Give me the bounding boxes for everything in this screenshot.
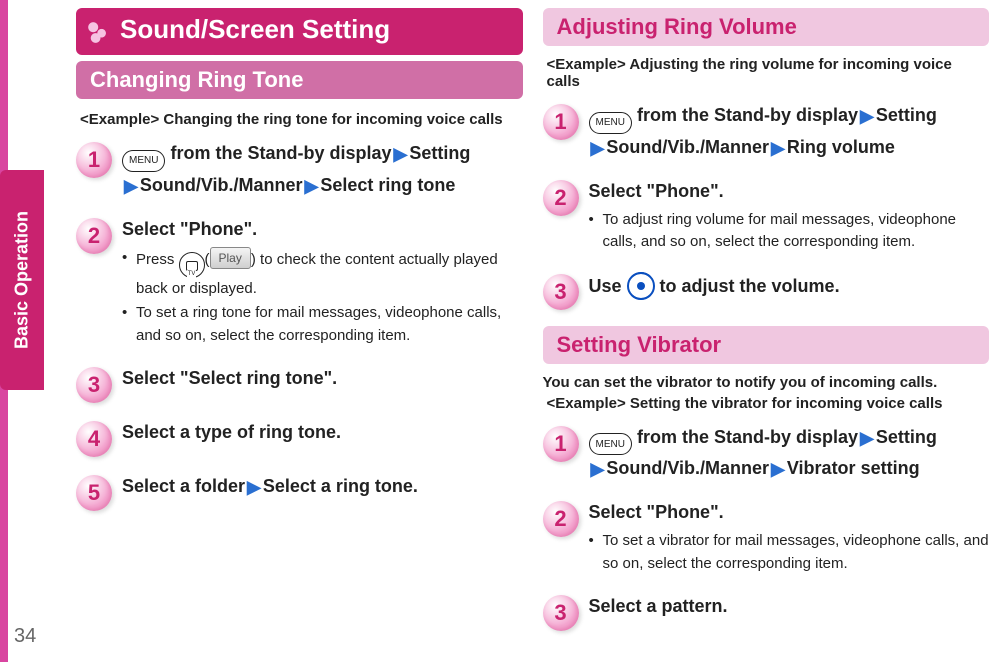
step-row: 5 Select a folder▶Select a ring tone. — [76, 473, 523, 511]
step-text: Select "Phone". — [122, 219, 257, 239]
step-row: 4 Select a type of ring tone. — [76, 419, 523, 457]
step-text: from the Stand-by display — [637, 427, 858, 447]
step-number: 5 — [76, 475, 112, 511]
arrow-icon: ▶ — [591, 138, 605, 158]
step-text: Sound/Vib./Manner — [606, 137, 769, 157]
play-softkey: Play — [210, 247, 251, 269]
step-body: Select "Phone". To set a vibrator for ma… — [589, 499, 990, 577]
arrow-icon: ▶ — [860, 106, 874, 126]
step-text: Select a folder — [122, 476, 245, 496]
section-heading: Changing Ring Tone — [76, 61, 523, 99]
example-label: <Example> Changing the ring tone for inc… — [76, 111, 523, 128]
arrow-icon: ▶ — [124, 176, 138, 196]
step-number: 2 — [76, 218, 112, 254]
step-sub-item: To set a ring tone for mail messages, vi… — [122, 302, 523, 347]
step-row: 2 Select "Phone". To set a vibrator for … — [543, 499, 990, 577]
manual-page: Basic Operation 34 Sound/Screen Setting … — [0, 0, 1001, 662]
step-text: Select a ring tone. — [263, 476, 418, 496]
example-prefix: <Example> — [547, 56, 630, 73]
right-column: Adjusting Ring Volume <Example> Adjustin… — [543, 8, 990, 644]
step-row: 1 MENU from the Stand-by display▶Setting… — [543, 424, 990, 484]
step-body: Select a folder▶Select a ring tone. — [122, 473, 523, 511]
step-text: Ring volume — [787, 137, 895, 157]
arrow-icon: ▶ — [247, 477, 261, 497]
step-sub-item: To set a vibrator for mail messages, vid… — [589, 530, 990, 575]
step-sub-item: To adjust ring volume for mail messages,… — [589, 209, 990, 254]
step-number: 1 — [76, 142, 112, 178]
example-text: Setting the vibrator for incoming voice … — [630, 395, 943, 412]
menu-key-icon: MENU — [589, 112, 632, 134]
camera-key-icon — [179, 252, 205, 278]
menu-key-icon: MENU — [122, 150, 165, 172]
step-body: Use to adjust the volume. — [589, 272, 990, 310]
step-text: Setting — [409, 143, 470, 163]
step-row: 1 MENU from the Stand-by display▶Setting… — [76, 140, 523, 200]
step-number: 3 — [543, 595, 579, 631]
step-text: Use — [589, 276, 627, 296]
arrow-icon: ▶ — [860, 428, 874, 448]
step-text: Select "Phone". — [589, 502, 724, 522]
step-body: Select "Phone". Press (Play) to check th… — [122, 216, 523, 350]
dpad-icon — [627, 272, 655, 300]
arrow-icon: ▶ — [305, 176, 319, 196]
menu-key-icon: MENU — [589, 433, 632, 455]
arrow-icon: ▶ — [771, 459, 785, 479]
step-body: MENU from the Stand-by display▶Setting ▶… — [589, 102, 990, 162]
step-row: 3 Select a pattern. — [543, 593, 990, 631]
step-text: to adjust the volume. — [660, 276, 840, 296]
step-row: 1 MENU from the Stand-by display▶Setting… — [543, 102, 990, 162]
side-tab: Basic Operation — [0, 170, 44, 390]
step-body: Select a type of ring tone. — [122, 419, 523, 457]
step-row: 3 Select "Select ring tone". — [76, 365, 523, 403]
step-body: Select "Select ring tone". — [122, 365, 523, 403]
example-label: <Example> Setting the vibrator for incom… — [543, 395, 990, 412]
example-text: Changing the ring tone for incoming voic… — [163, 111, 502, 128]
page-number: 34 — [14, 625, 36, 648]
step-sub-list: To adjust ring volume for mail messages,… — [589, 209, 990, 254]
step-text: from the Stand-by display — [637, 105, 858, 125]
example-label: <Example> Adjusting the ring volume for … — [543, 56, 990, 90]
step-number: 3 — [76, 367, 112, 403]
step-body: Select a pattern. — [589, 593, 990, 631]
section-intro: You can set the vibrator to notify you o… — [543, 374, 990, 391]
arrow-icon: ▶ — [771, 138, 785, 158]
sub-text: Press — [136, 251, 179, 268]
content-area: Sound/Screen Setting Changing Ring Tone … — [60, 0, 1001, 662]
step-number: 1 — [543, 104, 579, 140]
arrow-icon: ▶ — [394, 144, 408, 164]
arrow-icon: ▶ — [591, 459, 605, 479]
left-gutter: Basic Operation — [0, 0, 60, 662]
step-sub-list: To set a vibrator for mail messages, vid… — [589, 530, 990, 575]
step-text: from the Stand-by display — [170, 143, 391, 163]
step-body: MENU from the Stand-by display▶Setting ▶… — [589, 424, 990, 484]
step-text: Setting — [876, 427, 937, 447]
step-body: MENU from the Stand-by display▶Setting ▶… — [122, 140, 523, 200]
step-row: 2 Select "Phone". To adjust ring volume … — [543, 178, 990, 256]
example-prefix: <Example> — [80, 111, 163, 128]
step-sub-list: Press (Play) to check the content actual… — [122, 247, 523, 348]
step-text: Setting — [876, 105, 937, 125]
step-body: Select "Phone". To adjust ring volume fo… — [589, 178, 990, 256]
step-text: Select "Phone". — [589, 181, 724, 201]
chapter-heading: Sound/Screen Setting — [76, 8, 523, 55]
step-sub-item: Press (Play) to check the content actual… — [122, 247, 523, 301]
section-heading: Setting Vibrator — [543, 326, 990, 364]
step-text: Sound/Vib./Manner — [606, 458, 769, 478]
section-heading: Adjusting Ring Volume — [543, 8, 990, 46]
example-prefix: <Example> — [547, 395, 630, 412]
step-number: 2 — [543, 501, 579, 537]
step-number: 3 — [543, 274, 579, 310]
step-text: Select ring tone — [320, 175, 455, 195]
step-text: Sound/Vib./Manner — [140, 175, 303, 195]
step-row: 2 Select "Phone". Press (Play) to check … — [76, 216, 523, 350]
step-number: 1 — [543, 426, 579, 462]
step-text: Vibrator setting — [787, 458, 920, 478]
step-number: 2 — [543, 180, 579, 216]
step-number: 4 — [76, 421, 112, 457]
step-row: 3 Use to adjust the volume. — [543, 272, 990, 310]
left-column: Sound/Screen Setting Changing Ring Tone … — [76, 8, 523, 644]
